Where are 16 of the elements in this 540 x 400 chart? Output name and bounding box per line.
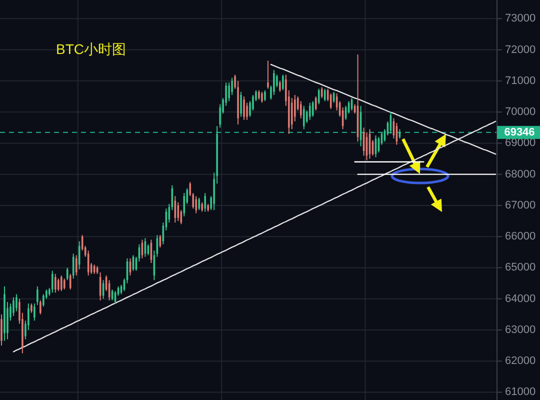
- title: BTC小时图: [56, 41, 126, 57]
- y-tick-label: 73000: [505, 12, 536, 25]
- y-tick-label: 62000: [505, 355, 536, 368]
- ref-line-label: 69346: [504, 126, 535, 138]
- y-tick-label: 64000: [505, 292, 536, 305]
- y-tick-label: 61000: [505, 386, 536, 398]
- y-tick-label: 66000: [505, 230, 536, 243]
- y-tick-label: 65000: [505, 262, 536, 274]
- ref-line-label: 69346: [497, 126, 540, 139]
- y-tick-label: 70000: [505, 106, 536, 118]
- y-tick-label: 71000: [505, 74, 536, 87]
- y-tick-label: 72000: [505, 44, 536, 56]
- y-tick-label: 68000: [505, 168, 536, 180]
- y-tick-label: 67000: [505, 199, 536, 212]
- y-tick-label: 63000: [505, 324, 536, 336]
- y-tick-label: 69000: [505, 137, 536, 150]
